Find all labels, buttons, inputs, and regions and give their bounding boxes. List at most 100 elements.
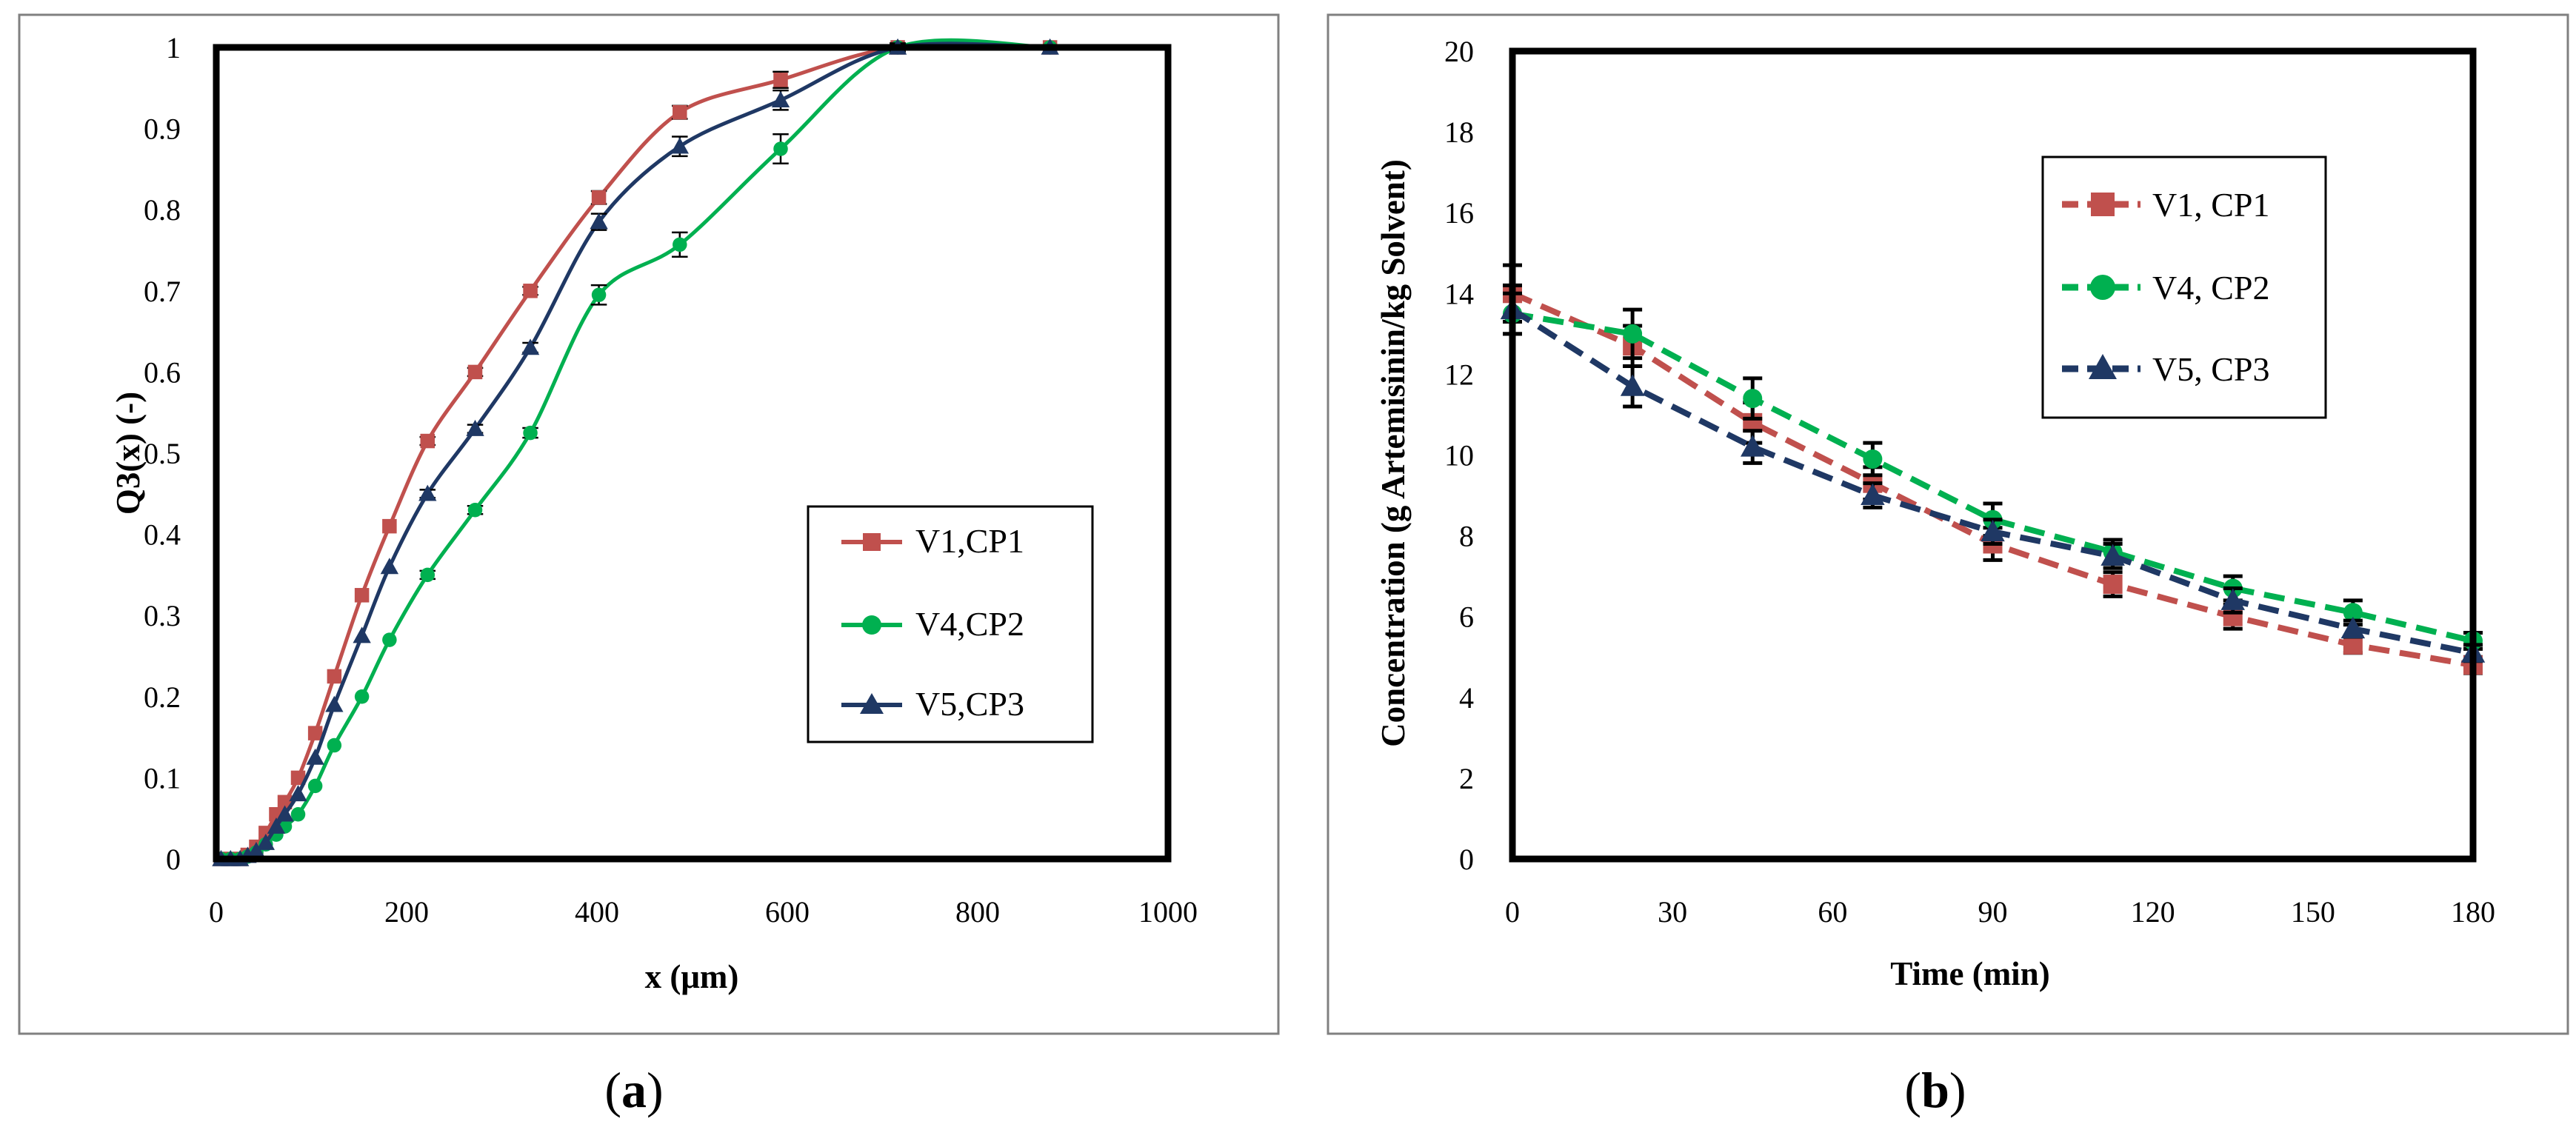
legend-marker-circle xyxy=(862,615,881,635)
y-tick-label: 0 xyxy=(166,843,181,876)
y-tick-label: 0.8 xyxy=(144,193,181,227)
legend-marker-square xyxy=(2091,193,2115,216)
data-point xyxy=(2220,588,2245,610)
data-point xyxy=(327,669,342,684)
x-tick-label: 90 xyxy=(1978,895,2008,929)
data-point xyxy=(1861,483,1885,506)
data-point xyxy=(467,502,483,518)
x-tick-label: 1000 xyxy=(1138,895,1198,929)
data-point xyxy=(420,567,436,583)
panel-a-y-tick-labels: 0 0.1 0.2 0.3 0.4 0.5 0.6 0.7 0.8 0.9 1 xyxy=(144,31,181,876)
panel-b-caption-letter: b xyxy=(1921,1062,1949,1118)
data-point xyxy=(354,689,370,704)
data-point xyxy=(327,738,342,753)
x-tick-label: 400 xyxy=(575,895,619,929)
x-tick-label: 200 xyxy=(384,895,429,929)
panel-b-x-axis-label: Time (min) xyxy=(1890,955,2049,992)
data-point xyxy=(247,841,266,858)
panel-a-x-tick-labels: 0 200 400 600 800 1000 xyxy=(209,895,1198,929)
data-point xyxy=(1741,435,1765,457)
data-point xyxy=(354,588,370,603)
data-point xyxy=(325,695,344,712)
y-tick-label: 20 xyxy=(1444,35,1474,68)
x-tick-label: 0 xyxy=(209,895,224,929)
x-tick-label: 120 xyxy=(2131,895,2175,929)
legend-marker-circle xyxy=(2090,275,2115,300)
panel-b-legend: V1, CP1 V4, CP2 V5, CP3 xyxy=(2041,156,2327,419)
y-tick-label: 0.4 xyxy=(144,518,181,552)
data-point xyxy=(773,141,788,156)
panel-a-legend-label-1: V1,CP1 xyxy=(915,522,1024,560)
data-point xyxy=(276,805,294,822)
y-tick-label: 0.7 xyxy=(144,275,181,308)
panel-a: 0 0.1 0.2 0.3 0.4 0.5 0.6 0.7 0.8 0.9 1 0 200 400 600… xyxy=(18,13,1280,1118)
x-tick-label: 800 xyxy=(955,895,1000,929)
panel-b-plot-area xyxy=(1509,47,2477,863)
panel-b-legend-entry-1: V1, CP1 xyxy=(2062,186,2269,224)
y-tick-label: 1 xyxy=(166,31,181,64)
y-tick-label: 0.9 xyxy=(144,113,181,146)
y-tick-label: 0.6 xyxy=(144,355,181,389)
series-v5-cp3 xyxy=(1500,283,2486,663)
data-point xyxy=(1743,389,1763,409)
panel-b-legend-label-1: V1, CP1 xyxy=(2152,186,2269,224)
data-point xyxy=(267,817,286,834)
data-point xyxy=(420,433,436,449)
data-point xyxy=(590,213,608,230)
data-point xyxy=(306,748,324,765)
panel-b-series xyxy=(1500,263,2486,675)
panel-a-plot-area xyxy=(213,44,1172,863)
panel-b-caption: (b) xyxy=(1904,1062,1966,1118)
panel-b: 0 2 4 6 8 10 12 14 16 18 20 0 30 60 90 120 150 180 Conce… xyxy=(1327,13,2569,1118)
data-point xyxy=(307,778,323,794)
data-point xyxy=(290,770,306,786)
x-tick-label: 0 xyxy=(1505,895,1520,929)
panel-a-legend-entry-3: V5,CP3 xyxy=(841,685,1024,723)
data-point xyxy=(2340,616,2366,639)
panel-a-legend-label-3: V5,CP3 xyxy=(915,685,1024,723)
panel-b-legend-label-2: V4, CP2 xyxy=(2152,269,2269,307)
data-point xyxy=(353,626,371,643)
y-tick-label: 4 xyxy=(1459,681,1474,715)
data-point xyxy=(289,785,307,802)
y-tick-label: 8 xyxy=(1459,520,1474,553)
legend-marker-triangle xyxy=(2089,354,2117,379)
y-tick-label: 14 xyxy=(1444,277,1474,310)
panel-a-legend-label-2: V4,CP2 xyxy=(915,605,1024,643)
data-point xyxy=(521,338,540,355)
series-line xyxy=(1512,310,2474,644)
data-point xyxy=(2100,544,2125,566)
data-point xyxy=(290,806,306,822)
y-tick-label: 0.3 xyxy=(144,599,181,632)
data-point xyxy=(418,484,437,501)
data-point xyxy=(1981,519,2005,542)
y-tick-label: 10 xyxy=(1444,439,1474,472)
y-tick-label: 12 xyxy=(1444,358,1474,391)
data-point xyxy=(591,190,607,205)
data-point xyxy=(673,104,687,120)
data-point xyxy=(1620,374,1645,396)
panel-b-y-tick-labels: 0 2 4 6 8 10 12 14 16 18 20 xyxy=(1444,35,1474,876)
panel-a-legend: V1,CP1 V4,CP2 V5,CP3 xyxy=(807,505,1094,743)
x-tick-label: 600 xyxy=(765,895,810,929)
data-point xyxy=(771,91,790,107)
x-tick-label: 150 xyxy=(2291,895,2335,929)
data-point xyxy=(256,833,276,850)
panel-b-y-axis-label: Concentration (g Artemisinin/kg Solvent) xyxy=(1375,159,1412,747)
y-tick-label: 0.5 xyxy=(144,437,181,470)
panel-b-legend-entry-2: V4, CP2 xyxy=(2062,269,2269,307)
y-tick-label: 6 xyxy=(1459,601,1474,634)
data-point xyxy=(523,425,538,441)
y-tick-label: 18 xyxy=(1444,116,1474,149)
data-point xyxy=(2343,603,2363,623)
y-tick-label: 16 xyxy=(1444,196,1474,230)
y-tick-label: 0.2 xyxy=(144,680,181,714)
panel-b-frame xyxy=(1327,13,2569,1035)
data-point xyxy=(591,287,607,303)
data-point xyxy=(773,73,788,87)
data-point xyxy=(670,137,689,154)
panel-b-x-tick-labels: 0 30 60 90 120 150 180 xyxy=(1505,895,2495,929)
data-point xyxy=(466,419,484,436)
x-tick-label: 180 xyxy=(2451,895,2495,929)
